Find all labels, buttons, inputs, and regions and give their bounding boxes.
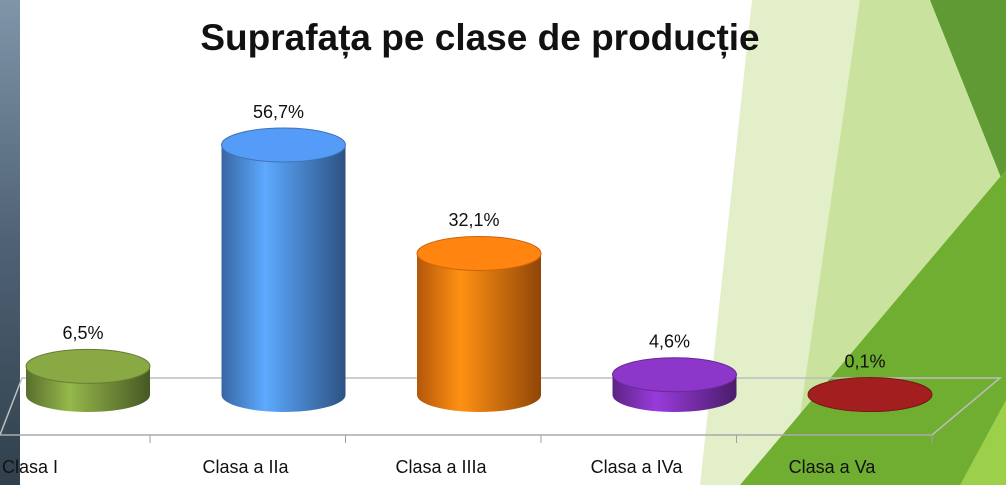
bar: [417, 236, 541, 412]
bar: [808, 378, 932, 412]
value-label: 0,1%: [844, 351, 885, 371]
bar-top: [222, 128, 346, 162]
value-label: 32,1%: [448, 210, 499, 230]
x-tick-label: Clasa a IVa: [591, 457, 684, 477]
bar: [613, 358, 737, 412]
value-label: 4,6%: [649, 331, 690, 351]
bar-top: [26, 349, 150, 383]
bar-top: [417, 236, 541, 270]
bar: [26, 349, 150, 412]
bar-top: [613, 358, 737, 392]
chart-title: Suprafața pe clase de producție: [200, 17, 759, 59]
photo-strip: [0, 0, 20, 485]
x-tick-label: Clasa a IIa: [202, 457, 289, 477]
bar: [222, 128, 346, 412]
value-label: 56,7%: [253, 102, 304, 122]
x-tick-label: Clasa I: [2, 457, 58, 477]
bar-body: [417, 253, 541, 395]
x-tick-label: Clasa a IIIa: [395, 457, 487, 477]
value-label: 6,5%: [62, 323, 103, 343]
bar-top: [808, 378, 932, 412]
x-tick-label: Clasa a Va: [789, 457, 877, 477]
bar-body: [222, 145, 346, 395]
